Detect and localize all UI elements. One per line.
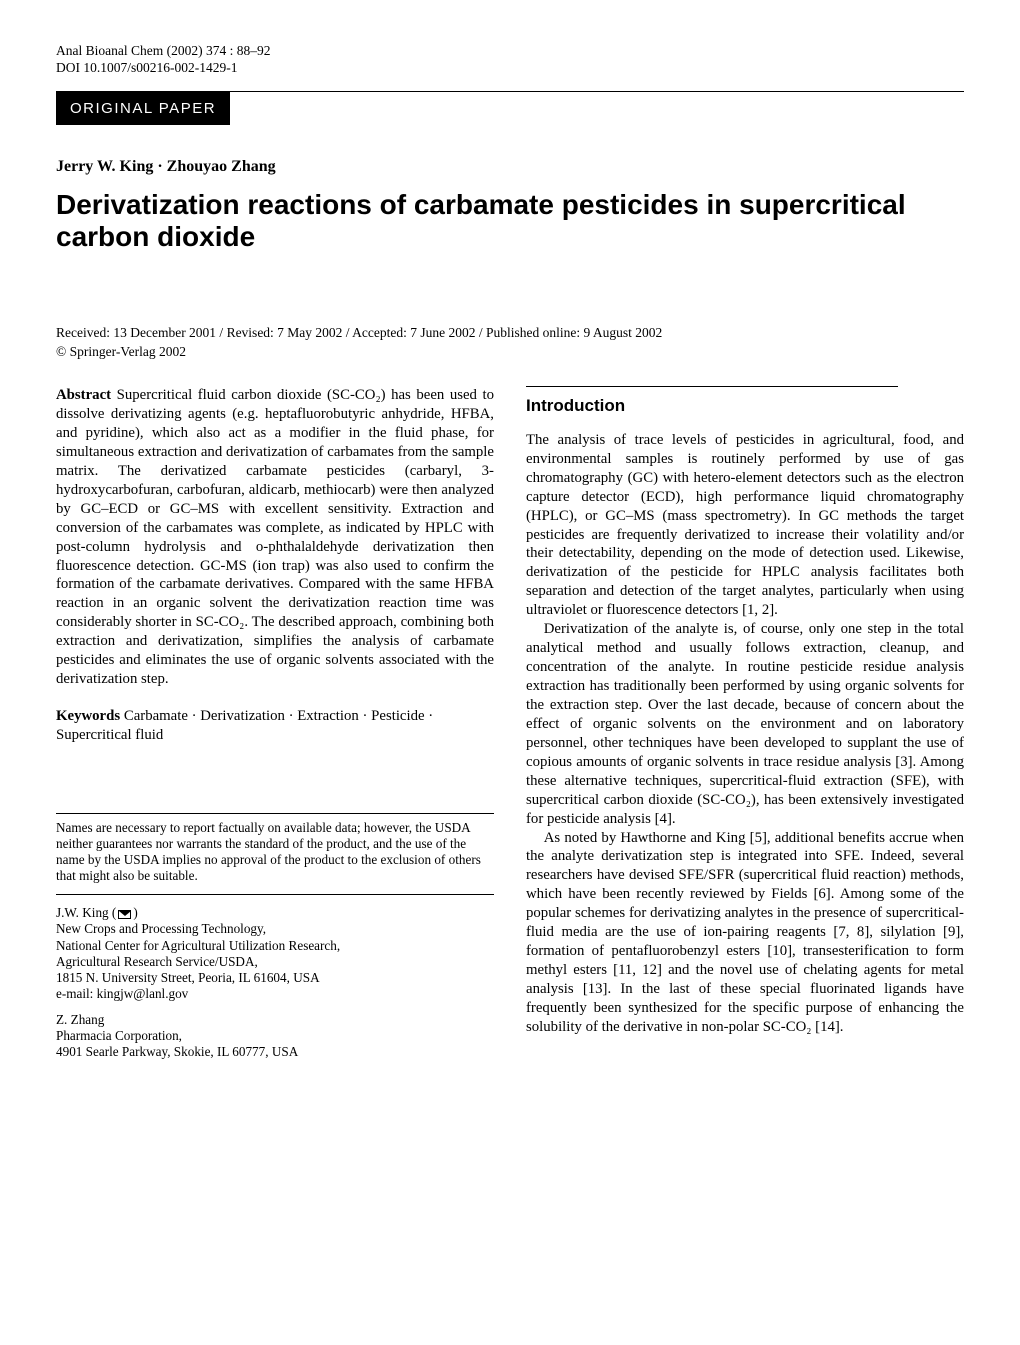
abstract-block: Abstract Supercritical fluid carbon diox… [56,386,494,689]
intro-paragraph: As noted by Hawthorne and King [5], addi… [526,829,964,1037]
journal-line: Anal Bioanal Chem (2002) 374 : 88–92 [56,42,964,59]
abstract-text: Supercritical fluid carbon dioxide (SC-C… [56,387,494,687]
left-column: Abstract Supercritical fluid carbon diox… [56,386,494,1060]
intro-paragraph: The analysis of trace levels of pesticid… [526,431,964,620]
second-author-block: Z. Zhang Pharmacia Corporation, 4901 Sea… [56,1012,494,1060]
affil1-line: Agricultural Research Service/USDA, [56,954,258,969]
affil1-line: National Center for Agricultural Utiliza… [56,938,340,953]
keywords-label: Keywords [56,708,120,724]
usda-disclaimer: Names are necessary to report factually … [56,820,494,884]
two-column-body: Abstract Supercritical fluid carbon diox… [56,386,964,1060]
paper-type-badge: ORIGINAL PAPER [56,92,230,125]
received-line: Received: 13 December 2001 / Revised: 7 … [56,324,964,341]
affil1-email: e-mail: kingjw@lanl.gov [56,986,188,1001]
abstract-paragraph: Abstract Supercritical fluid carbon diox… [56,386,494,689]
authors-line: Jerry W. King · Zhouyao Zhang [56,157,964,177]
envelope-icon [118,910,131,919]
corr-author-name: J.W. King ( [56,905,116,920]
intro-rule [526,386,898,387]
doi-line: DOI 10.1007/s00216-002-1429-1 [56,59,964,76]
intro-paragraph: Derivatization of the analyte is, of cou… [526,620,964,828]
right-column: Introduction The analysis of trace level… [526,386,964,1060]
abstract-label: Abstract [56,387,111,403]
corr-author-close: ) [133,905,137,920]
copyright-line: © Springer-Verlag 2002 [56,343,964,360]
intro-heading: Introduction [526,395,964,417]
affil2-line: Pharmacia Corporation, [56,1028,182,1043]
footnote-separator-1 [56,813,494,814]
affil1-line: 1815 N. University Street, Peoria, IL 61… [56,970,320,985]
footnote-separator-2 [56,894,494,895]
corresponding-author-block: J.W. King () New Crops and Processing Te… [56,905,494,1002]
keywords-block: Keywords Carbamate · Derivatization · Ex… [56,707,494,745]
affil2-line: 4901 Searle Parkway, Skokie, IL 60777, U… [56,1044,298,1059]
affil1-line: New Crops and Processing Technology, [56,921,266,936]
author2-name: Z. Zhang [56,1012,104,1027]
paper-title: Derivatization reactions of carbamate pe… [56,189,964,253]
journal-header: Anal Bioanal Chem (2002) 374 : 88–92 DOI… [56,42,964,77]
